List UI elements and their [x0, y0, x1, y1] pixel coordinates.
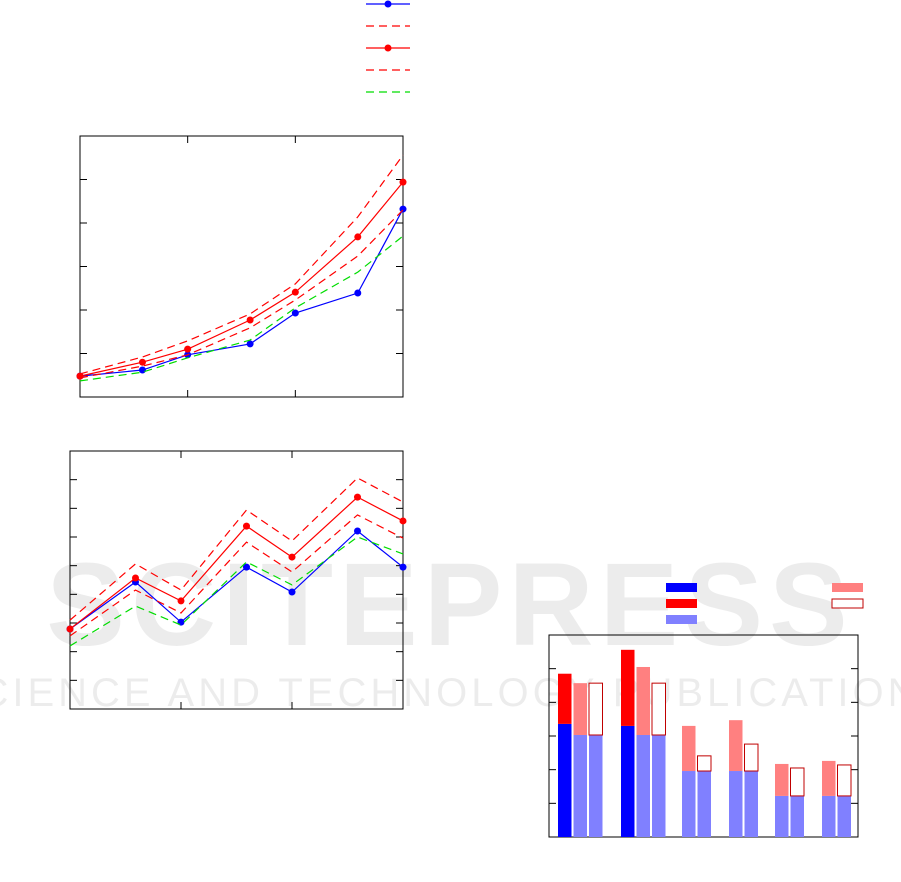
- plot-frame: [79, 135, 404, 398]
- bar: [588, 682, 603, 736]
- legend-marker: [384, 0, 392, 8]
- bar: [573, 734, 587, 837]
- series-line: [79, 181, 404, 377]
- point: [66, 625, 74, 633]
- point: [399, 205, 407, 213]
- legend-swatch: [831, 598, 864, 609]
- bar: [682, 725, 696, 772]
- bar: [636, 666, 650, 735]
- point: [399, 517, 407, 525]
- bar: [837, 795, 851, 837]
- bar: [682, 771, 696, 837]
- point: [291, 309, 299, 317]
- bar: [651, 682, 666, 736]
- bar: [822, 760, 836, 796]
- point: [242, 522, 250, 530]
- bar: [558, 673, 572, 724]
- bar: [790, 767, 805, 797]
- point: [288, 588, 296, 596]
- bar: [589, 734, 603, 837]
- point: [246, 316, 254, 324]
- bar: [729, 720, 743, 772]
- plot-frame: [69, 450, 404, 710]
- point: [354, 289, 362, 297]
- point: [399, 563, 407, 571]
- point: [353, 527, 361, 535]
- legend-swatch: [666, 615, 697, 624]
- point: [131, 574, 139, 582]
- point: [138, 366, 146, 374]
- bar: [558, 723, 572, 837]
- point: [246, 340, 254, 348]
- bar: [744, 743, 759, 772]
- watermark: SCITEPRESS: [46, 539, 854, 671]
- bar: [822, 795, 836, 837]
- series-line: [69, 514, 404, 637]
- point: [288, 553, 296, 561]
- point: [177, 597, 185, 605]
- legend-swatch: [666, 599, 697, 608]
- bar: [775, 763, 789, 796]
- bar: [636, 734, 650, 837]
- watermark: SCIENCE AND TECHNOLOGY PUBLICATIONS: [0, 671, 901, 715]
- bar: [621, 725, 635, 837]
- legend-swatch: [832, 583, 863, 592]
- bar: [697, 755, 712, 772]
- point: [353, 493, 361, 501]
- legend-swatch: [666, 583, 697, 592]
- point: [242, 563, 250, 571]
- series-line: [79, 235, 404, 382]
- point: [76, 372, 84, 380]
- point: [354, 233, 362, 241]
- bar: [837, 764, 852, 797]
- bar: [621, 649, 635, 726]
- bar: [775, 795, 789, 837]
- bar: [790, 795, 804, 837]
- legend-marker: [384, 44, 392, 52]
- bar: [573, 683, 587, 735]
- series-line: [79, 154, 404, 375]
- point: [399, 178, 407, 186]
- bar: [652, 734, 666, 837]
- point: [138, 358, 146, 366]
- bar: [729, 771, 743, 837]
- point: [184, 345, 192, 353]
- bar: [744, 771, 758, 837]
- point: [291, 288, 299, 296]
- bar: [697, 771, 711, 837]
